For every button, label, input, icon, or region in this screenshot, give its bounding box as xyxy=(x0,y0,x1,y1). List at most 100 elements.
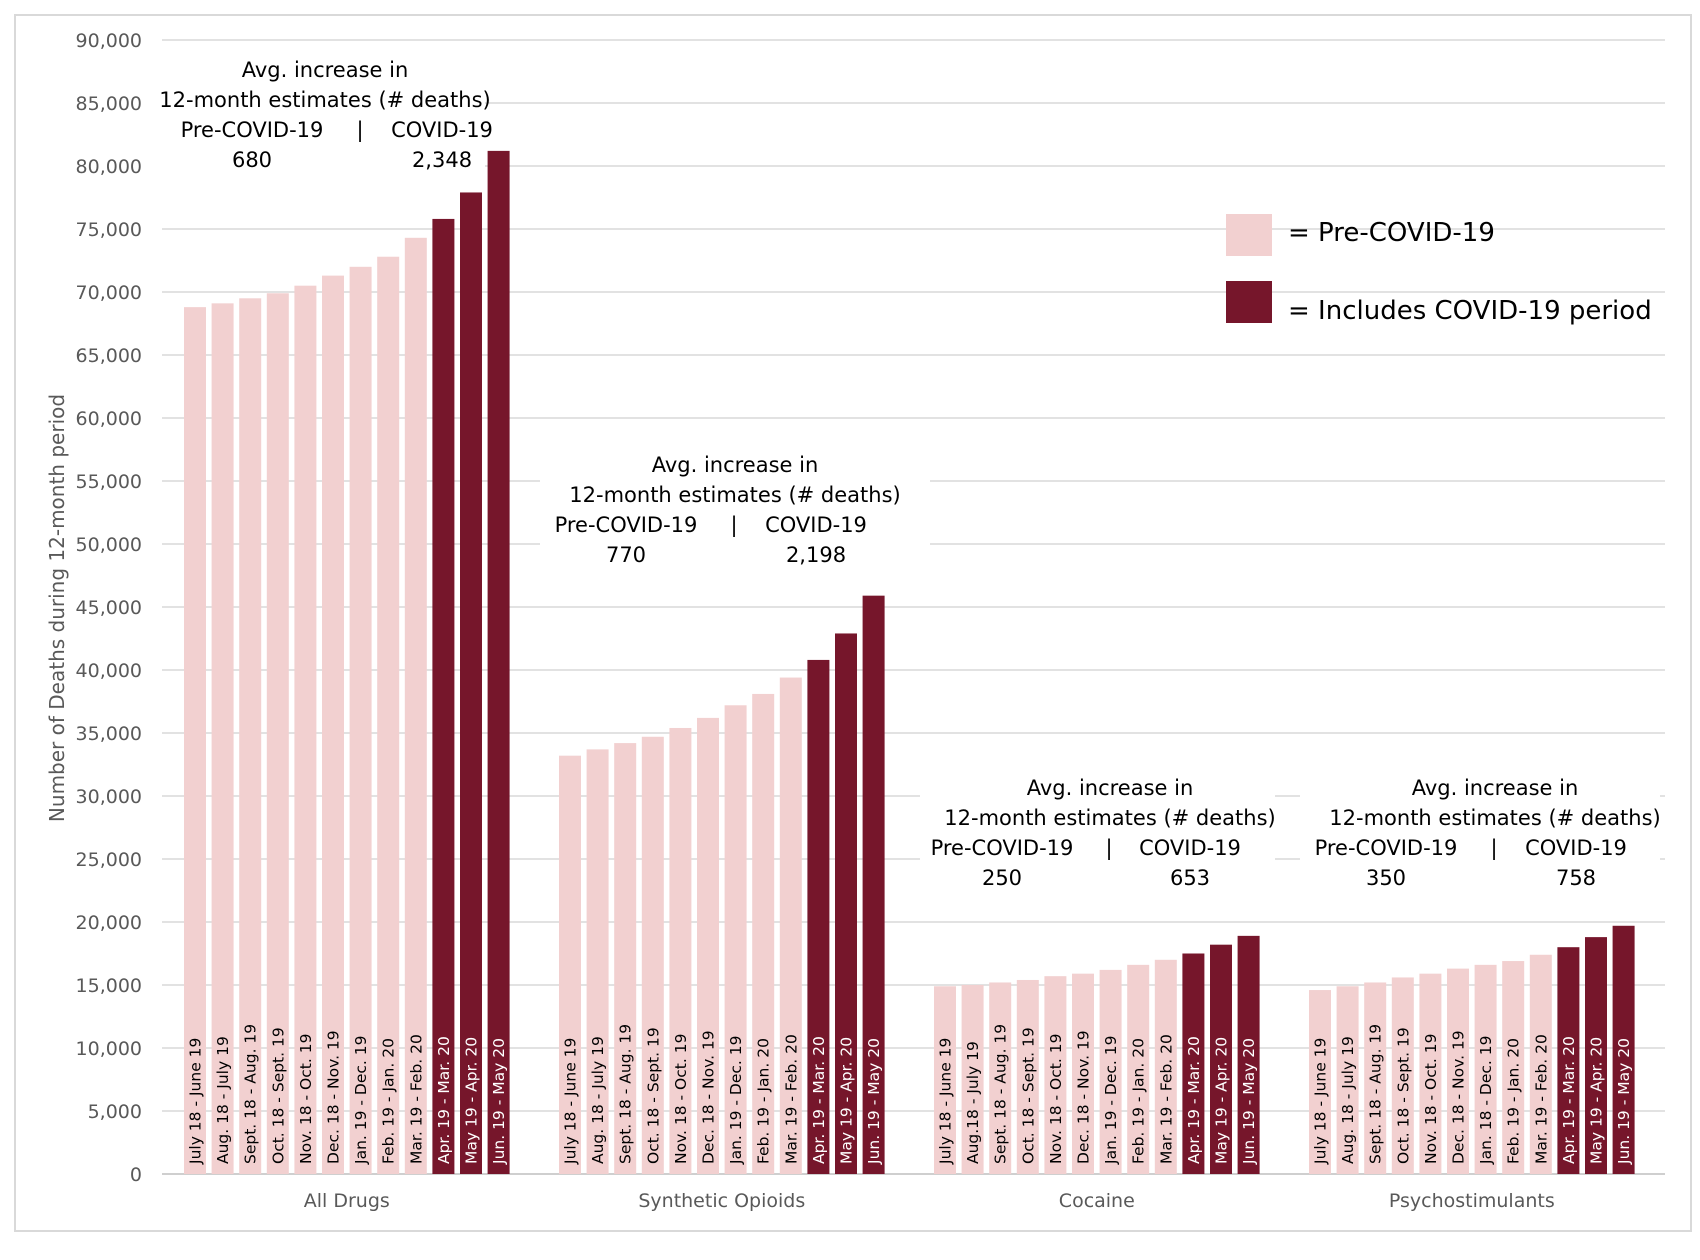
bar-period-label: Jan. 18 - Dec. 19 xyxy=(1477,1036,1495,1166)
bar-period-label: Mar. 19 - Feb. 20 xyxy=(1157,1034,1175,1164)
annotation-background xyxy=(920,770,1275,895)
y-tick-label: 30,000 xyxy=(76,786,142,808)
y-tick-label: 15,000 xyxy=(76,975,142,997)
annotation-covid-value: 2,198 xyxy=(786,543,846,567)
bar xyxy=(404,237,427,1174)
annotation-divider: | xyxy=(730,513,737,538)
bar xyxy=(239,298,262,1174)
annotation-divider: | xyxy=(1105,836,1112,861)
annotation-background xyxy=(1300,770,1660,895)
bar xyxy=(1210,944,1232,1174)
annotation-subheading: 12-month estimates (# deaths) xyxy=(944,806,1275,830)
bar xyxy=(724,705,747,1174)
annotation-pre-label: Pre-COVID-19 xyxy=(181,118,324,142)
bar xyxy=(1391,977,1414,1174)
bar xyxy=(807,659,830,1174)
bar xyxy=(377,256,400,1175)
bar xyxy=(322,275,344,1174)
annotation-pre-label: Pre-COVID-19 xyxy=(555,513,698,537)
y-tick-label: 70,000 xyxy=(76,282,142,304)
bar-period-label: July 18 - June 19 xyxy=(937,1038,955,1165)
bar xyxy=(1336,986,1359,1174)
bar xyxy=(266,293,289,1174)
bar-period-label: Oct. 18 - Sept. 19 xyxy=(644,1027,662,1164)
bar xyxy=(1127,964,1150,1174)
y-tick-label: 0 xyxy=(130,1164,142,1186)
legend-label-pre: = Pre-COVID-19 xyxy=(1288,218,1495,248)
annotation-background xyxy=(540,445,930,575)
bar xyxy=(559,755,581,1174)
y-tick-label: 10,000 xyxy=(76,1038,142,1060)
bar-period-label: July 18 - June 19 xyxy=(562,1038,580,1165)
bar-period-label: May 19 - Apr. 20 xyxy=(1588,1037,1606,1164)
annotation-covid-label: COVID-19 xyxy=(391,118,493,142)
bar-period-label: Mar. 19 - Feb. 20 xyxy=(782,1034,800,1164)
bar-period-label: Nov. 18 - Oct. 19 xyxy=(297,1034,315,1164)
annotation-subheading: 12-month estimates (# deaths) xyxy=(1329,806,1660,830)
annotation-heading: Avg. increase in xyxy=(652,453,819,477)
annotation-pre-value: 770 xyxy=(606,543,646,567)
annotation-heading: Avg. increase in xyxy=(1412,776,1579,800)
y-tick-label: 75,000 xyxy=(76,219,142,241)
x-category-label: All Drugs xyxy=(304,1190,390,1212)
bar xyxy=(614,743,637,1174)
bar xyxy=(697,717,719,1174)
y-tick-label: 90,000 xyxy=(76,30,142,52)
bar-period-label: Apr. 19 - Mar. 20 xyxy=(435,1036,453,1164)
bar xyxy=(1016,979,1039,1174)
y-tick-label: 50,000 xyxy=(76,534,142,556)
bar-period-label: Mar. 19 - Feb. 20 xyxy=(1532,1034,1550,1164)
bar xyxy=(1529,954,1552,1174)
bar-period-label: Jan. 19 - Dec. 19 xyxy=(352,1036,370,1166)
bar-period-label: Sept. 18 - Aug. 19 xyxy=(1367,1024,1385,1164)
bar xyxy=(934,986,956,1174)
y-tick-label: 85,000 xyxy=(76,93,142,115)
bar xyxy=(1474,964,1497,1174)
bar-period-label: Feb. 19 - Jan. 20 xyxy=(755,1038,773,1164)
bar xyxy=(1585,937,1607,1174)
y-tick-label: 5,000 xyxy=(88,1101,142,1123)
annotation-pre-value: 350 xyxy=(1366,866,1406,890)
annotations: Avg. increase in 12-month estimates (# de… xyxy=(159,58,1660,890)
bar-period-label: Jun. 19 - May 20 xyxy=(1240,1038,1258,1165)
bar xyxy=(779,677,802,1174)
bar-period-label: Mar. 19 - Feb. 20 xyxy=(407,1034,425,1164)
bar-period-label: Feb. 19 - Jan. 20 xyxy=(380,1038,398,1164)
bar-period-label: Sept. 18 - Aug. 19 xyxy=(992,1024,1010,1164)
bar-period-label: Jun. 19 - May 20 xyxy=(865,1038,883,1165)
bar-period-label: July 18 - June 19 xyxy=(187,1038,205,1165)
bar xyxy=(862,595,885,1174)
annotation-covid-value: 2,348 xyxy=(412,148,472,172)
bar xyxy=(487,150,510,1174)
legend: = Pre-COVID-19 = Includes COVID-19 period xyxy=(1226,214,1652,326)
bar-period-label: Oct. 18 - Sept. 19 xyxy=(269,1027,287,1164)
bar-period-label: Feb. 19 - Jan. 20 xyxy=(1130,1038,1148,1164)
bar xyxy=(1099,969,1122,1174)
annotation-pre-label: Pre-COVID-19 xyxy=(1315,836,1458,860)
bar xyxy=(349,266,372,1174)
bar-period-label: Oct. 18 - Sept. 19 xyxy=(1394,1027,1412,1164)
x-axis-categories: All Drugs Synthetic Opioids Cocaine Psychos… xyxy=(304,1190,1555,1212)
bar-period-label: Dec. 18 - Nov. 19 xyxy=(325,1030,343,1164)
bar xyxy=(989,982,1012,1174)
bar-period-label: Feb. 19 - Jan. 20 xyxy=(1505,1038,1523,1164)
annotation-divider: | xyxy=(1490,836,1497,861)
y-tick-label: 20,000 xyxy=(76,912,142,934)
bar-period-label: Aug. 18 - July 19 xyxy=(1339,1036,1357,1164)
bar-period-label: July 18 - June 19 xyxy=(1312,1038,1330,1165)
bar-period-label: Oct. 18 - Sept. 19 xyxy=(1019,1027,1037,1164)
legend-swatch-covid xyxy=(1226,281,1272,323)
bar-period-label: Aug.18 - July 19 xyxy=(964,1041,982,1164)
bar-period-label: May 19 - Apr. 20 xyxy=(838,1037,856,1164)
bar xyxy=(1072,973,1094,1174)
bar xyxy=(835,633,857,1174)
x-category-label: Cocaine xyxy=(1059,1190,1135,1212)
bar xyxy=(1419,973,1442,1174)
bar-period-label: Jan. 19 - Dec. 19 xyxy=(1102,1036,1120,1166)
bar-period-label: Dec. 18 - Nov. 19 xyxy=(1075,1030,1093,1164)
bar-period-label: Sept. 18 - Aug. 19 xyxy=(242,1024,260,1164)
bar xyxy=(460,192,482,1174)
bar xyxy=(1502,961,1525,1174)
bar-period-label: Jun. 19 - May 20 xyxy=(490,1038,508,1165)
